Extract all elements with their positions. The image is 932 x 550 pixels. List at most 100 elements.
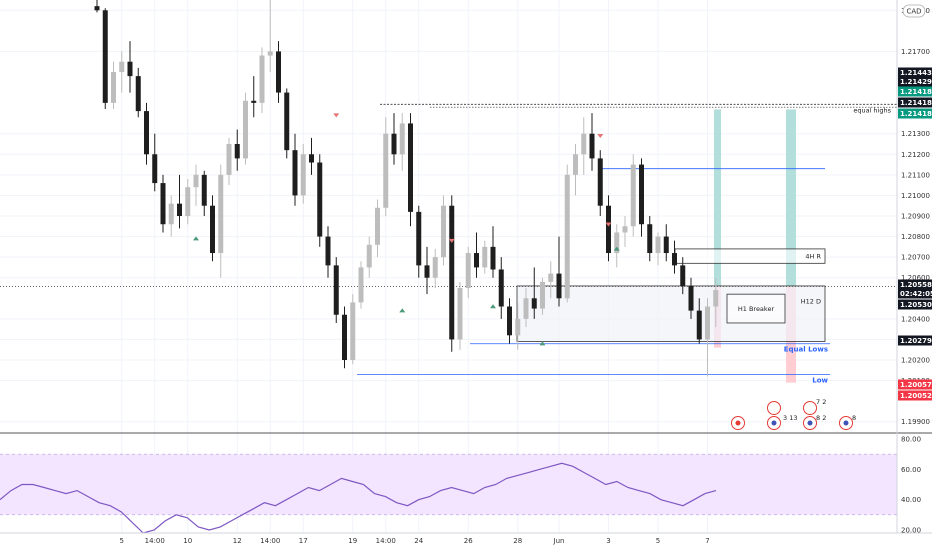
candle-body (119, 61, 125, 72)
price-tick-label: 1.19900 (901, 418, 930, 426)
candle-body (523, 298, 529, 319)
economic-event-icon (803, 401, 817, 415)
candle-body (705, 306, 710, 340)
time-tick-label: 10 (183, 537, 192, 545)
candle-body (259, 55, 265, 103)
candle-body (333, 265, 339, 315)
candle-body (630, 164, 636, 227)
candle-body (614, 232, 620, 254)
candle-body (449, 205, 455, 340)
candle-body (276, 51, 281, 93)
price-tick-label: 1.21100 (901, 171, 930, 179)
sell-signal-marker (448, 238, 455, 243)
rsi-plot[interactable] (0, 453, 897, 534)
event-count-label: 3 13 (783, 414, 797, 422)
candle-body (416, 211, 422, 266)
candle-body (639, 164, 644, 225)
time-tick-label: 5 (656, 537, 660, 545)
price-tag (898, 299, 932, 310)
price-plot[interactable]: 4H R H12 D H1 Breaker equal highs Equal Lows… (0, 0, 897, 533)
target-zone-teal (714, 109, 721, 286)
economic-event-icon-dot (843, 420, 849, 426)
candle-body (622, 226, 628, 233)
candle-body (243, 100, 248, 159)
candle-body (713, 290, 719, 307)
price-tick-label: 1.21700 (901, 48, 930, 56)
rsi-tick-label: 60.00 (901, 466, 921, 474)
buy-signal-marker (399, 308, 406, 313)
candle-body (102, 10, 108, 103)
event-count-label: 8 (852, 414, 856, 422)
level-label: Equal Lows (784, 346, 828, 354)
candle-body (317, 162, 323, 237)
candle-body (663, 236, 669, 254)
candle-body (284, 92, 290, 151)
price-tag (898, 288, 932, 299)
candle-body (680, 265, 686, 286)
time-tick-label: 26 (464, 537, 473, 545)
candle-body (490, 246, 496, 270)
candle-body (168, 203, 174, 225)
economic-event-icon-dot (771, 420, 777, 426)
price-tag (898, 390, 932, 401)
buy-signal-marker (490, 304, 496, 309)
candle-body (267, 51, 273, 56)
currency-badge[interactable]: CAD (902, 4, 926, 18)
candle-body (597, 158, 603, 206)
economic-event-icon (767, 401, 781, 415)
candle-body (498, 269, 504, 307)
price-tag (898, 97, 932, 108)
price-tick-label: 1.21300 (901, 130, 930, 138)
candle-body (375, 207, 380, 245)
sell-signal-marker (597, 134, 604, 138)
price-tag-label: 1.21418 (900, 88, 932, 96)
candle-body (193, 174, 199, 188)
time-tick-label: Jun (553, 537, 565, 545)
candle-body (342, 314, 347, 360)
time-tick-label: 7 (705, 537, 709, 545)
candle-body (177, 203, 182, 216)
candle-body (548, 273, 554, 282)
level-label: equal highs (853, 106, 891, 114)
candle-body (474, 253, 479, 268)
buy-signal-marker (613, 246, 620, 251)
candle-body (564, 174, 570, 299)
price-tag (898, 108, 932, 119)
candle-body (185, 187, 191, 216)
candle-body (432, 257, 438, 278)
rsi-tick-label: 80.00 (901, 436, 921, 444)
price-tick-label: 1.20700 (901, 254, 930, 262)
economic-event-icon-dot (735, 420, 741, 426)
zone-label: 4H R (805, 253, 821, 261)
price-tick-label: 1.21000 (901, 192, 930, 200)
candle-body (292, 150, 298, 196)
price-tag (898, 335, 932, 346)
candle-body (573, 154, 578, 175)
candle-body (688, 285, 694, 311)
candle-body (325, 236, 331, 266)
price-tick-label: 1.20400 (901, 315, 930, 323)
candle-body (391, 133, 397, 155)
price-tag-label: 1.20530 (900, 301, 932, 309)
candle-body (234, 144, 240, 159)
candle-body (226, 144, 232, 175)
candle-body (581, 133, 587, 155)
rsi-tick-label: 20.00 (901, 526, 921, 534)
price-tag (898, 67, 932, 78)
candle-body (94, 6, 100, 11)
candle-body (457, 288, 463, 340)
candle-body (515, 318, 521, 336)
zone-label: H1 Breaker (738, 305, 775, 313)
candle-body (507, 306, 512, 336)
candle-body (152, 154, 158, 184)
rsi-tick-label: 40.00 (901, 496, 921, 504)
price-tick-label: 1.20800 (901, 233, 930, 241)
candle-body (251, 100, 257, 103)
candle-body (358, 267, 364, 303)
candle-body (465, 253, 471, 288)
candle-body (218, 174, 224, 254)
zone-label: H12 D (801, 298, 821, 306)
candle-body (606, 205, 611, 254)
price-tag-label: 02:42:05 (900, 290, 932, 298)
